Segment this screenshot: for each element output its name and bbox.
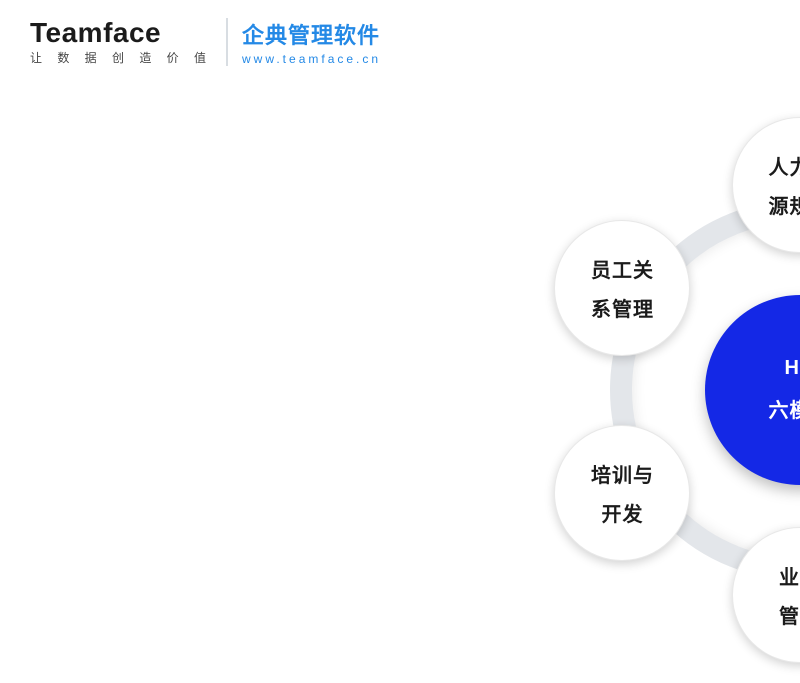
node-employee-rel: 员工关系管理 [554, 220, 690, 356]
logo-left: Teamface 让 数 据 创 造 价 值 [30, 18, 228, 66]
logo-block: Teamface 让 数 据 创 造 价 值 企典管理软件 www.teamfa… [30, 18, 381, 66]
node-performance-line2: 管理 [779, 600, 800, 629]
node-hr-planning-line2: 源规划 [769, 190, 800, 219]
page: Teamface 让 数 据 创 造 价 值 企典管理软件 www.teamfa… [0, 0, 800, 683]
brand-tagline: 让 数 据 创 造 价 值 [30, 49, 212, 66]
logo-right: 企典管理软件 www.teamface.cn [228, 18, 381, 66]
node-employee-rel-line2: 系管理 [591, 293, 654, 322]
brand-name: Teamface [30, 18, 212, 47]
node-training-line1: 培训与 [591, 459, 654, 488]
hub-line2: 六模块 [769, 394, 800, 423]
product-name-cn: 企典管理软件 [242, 18, 381, 50]
node-employee-rel-line1: 员工关 [591, 254, 654, 283]
node-training-line2: 开发 [601, 498, 643, 527]
node-hr-planning-line1: 人力资 [769, 151, 800, 180]
hub-line1: HR [785, 357, 800, 380]
node-performance-line1: 业绩 [779, 561, 800, 590]
product-url: www.teamface.cn [242, 52, 381, 66]
node-training: 培训与开发 [554, 425, 690, 561]
